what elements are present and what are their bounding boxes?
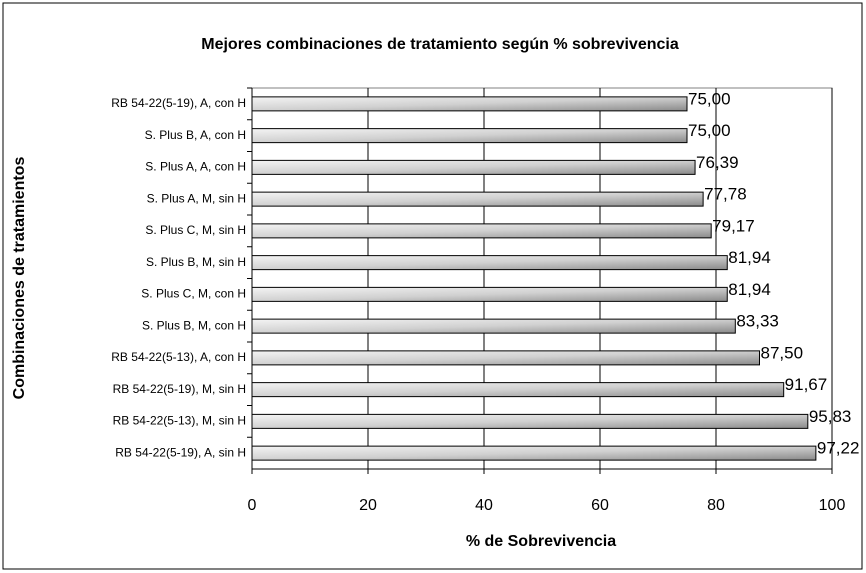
plot-area bbox=[251, 87, 833, 470]
value-label: 75,00 bbox=[688, 89, 731, 108]
bar bbox=[251, 350, 760, 366]
y-tick-label: S. Plus C, M, sin H bbox=[145, 223, 246, 237]
y-tick-label: RB 54-22(5-19), A, sin H bbox=[115, 445, 246, 459]
y-tick-label: RB 54-22(5-19), M, sin H bbox=[113, 382, 246, 396]
value-label: 95,83 bbox=[809, 407, 852, 426]
value-label: 77,78 bbox=[704, 185, 747, 204]
bar bbox=[251, 223, 712, 239]
bar bbox=[251, 286, 728, 302]
bar bbox=[251, 96, 688, 112]
x-tick-label: 20 bbox=[359, 497, 377, 514]
bar bbox=[251, 191, 704, 207]
x-axis-label: % de Sobrevivencia bbox=[466, 533, 616, 550]
y-tick-label: RB 54-22(5-13), A, con H bbox=[111, 350, 246, 364]
bar bbox=[251, 413, 809, 429]
value-label: 81,94 bbox=[728, 248, 771, 267]
value-label: 87,50 bbox=[761, 343, 804, 362]
bar bbox=[251, 255, 728, 271]
x-tick-label: 100 bbox=[819, 497, 846, 514]
y-tick-label: RB 54-22(5-13), M, sin H bbox=[113, 414, 246, 428]
bar bbox=[251, 318, 736, 334]
y-tick-label: RB 54-22(5-19), A, con H bbox=[111, 96, 246, 110]
y-tick-label: S. Plus C, M, con H bbox=[141, 287, 246, 301]
value-label: 91,67 bbox=[785, 375, 828, 394]
x-tick-label: 40 bbox=[475, 497, 493, 514]
value-label: 75,00 bbox=[688, 121, 731, 140]
x-tick-label: 0 bbox=[248, 497, 257, 514]
value-label: 83,33 bbox=[736, 312, 779, 331]
y-tick-label: S. Plus B, A, con H bbox=[145, 128, 246, 142]
y-tick-label: S. Plus B, M, con H bbox=[142, 318, 246, 332]
bar bbox=[251, 445, 817, 461]
y-tick-label: S. Plus B, M, sin H bbox=[146, 255, 246, 269]
value-label: 97,22 bbox=[817, 439, 860, 458]
y-tick-label: S. Plus A, A, con H bbox=[145, 160, 246, 174]
bar bbox=[251, 159, 696, 175]
value-label: 76,39 bbox=[696, 153, 739, 172]
bar bbox=[251, 382, 785, 398]
bar bbox=[251, 128, 688, 144]
y-axis-label: Combinaciones de tratamientos bbox=[11, 157, 28, 400]
chart-title: Mejores combinaciones de tratamiento seg… bbox=[201, 36, 679, 53]
value-label: 79,17 bbox=[712, 216, 755, 235]
y-tick-label: S. Plus A, M, sin H bbox=[147, 191, 246, 205]
value-label: 81,94 bbox=[728, 280, 771, 299]
x-tick-label: 60 bbox=[591, 497, 609, 514]
x-tick-label: 80 bbox=[707, 497, 725, 514]
